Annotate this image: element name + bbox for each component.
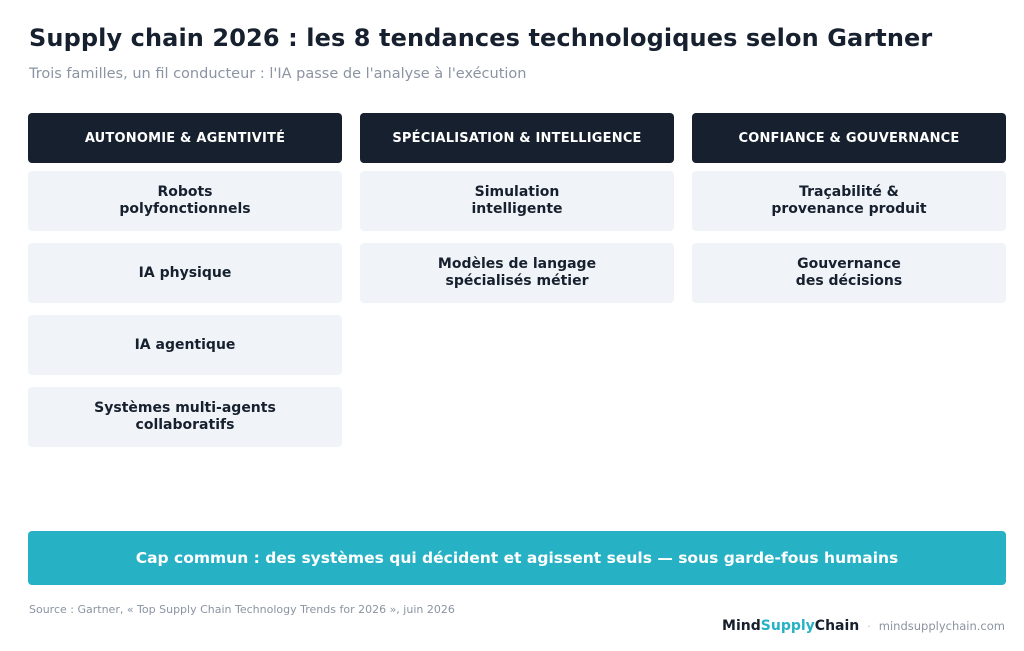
summary-banner: Cap commun : des systèmes qui décident e… (28, 531, 1006, 585)
trend-card: Traçabilité & provenance produit (692, 171, 1006, 231)
column-confiance: CONFIANCE & GOUVERNANCE Traçabilité & pr… (692, 113, 1006, 303)
column-autonomie: AUTONOMIE & AGENTIVITÉ Robots polyfoncti… (28, 113, 342, 447)
trend-card: Gouvernance des décisions (692, 243, 1006, 303)
brand-part-chain: Chain (814, 618, 860, 634)
website-link[interactable]: mindsupplychain.com (878, 619, 1005, 633)
trend-card: IA agentique (28, 315, 342, 375)
column-header: AUTONOMIE & AGENTIVITÉ (28, 113, 342, 163)
brand-logo: MindSupplyChain (722, 618, 859, 634)
brand-part-mind: Mind (722, 618, 761, 634)
page-subtitle: Trois familles, un fil conducteur : l'IA… (29, 66, 527, 82)
trend-card: IA physique (28, 243, 342, 303)
source-note: Source : Gartner, « Top Supply Chain Tec… (29, 603, 455, 616)
footer-separator: · (867, 620, 871, 633)
brand-part-supply: Supply (760, 618, 815, 634)
footer-brand: MindSupplyChain · mindsupplychain.com (722, 618, 1005, 634)
trend-card: Simulation intelligente (360, 171, 674, 231)
column-header: SPÉCIALISATION & INTELLIGENCE (360, 113, 674, 163)
column-header: CONFIANCE & GOUVERNANCE (692, 113, 1006, 163)
column-specialisation: SPÉCIALISATION & INTELLIGENCE Simulation… (360, 113, 674, 303)
trend-card: Systèmes multi-agents collaboratifs (28, 387, 342, 447)
page-title: Supply chain 2026 : les 8 tendances tech… (29, 24, 933, 52)
trend-card: Robots polyfonctionnels (28, 171, 342, 231)
trend-card: Modèles de langage spécialisés métier (360, 243, 674, 303)
